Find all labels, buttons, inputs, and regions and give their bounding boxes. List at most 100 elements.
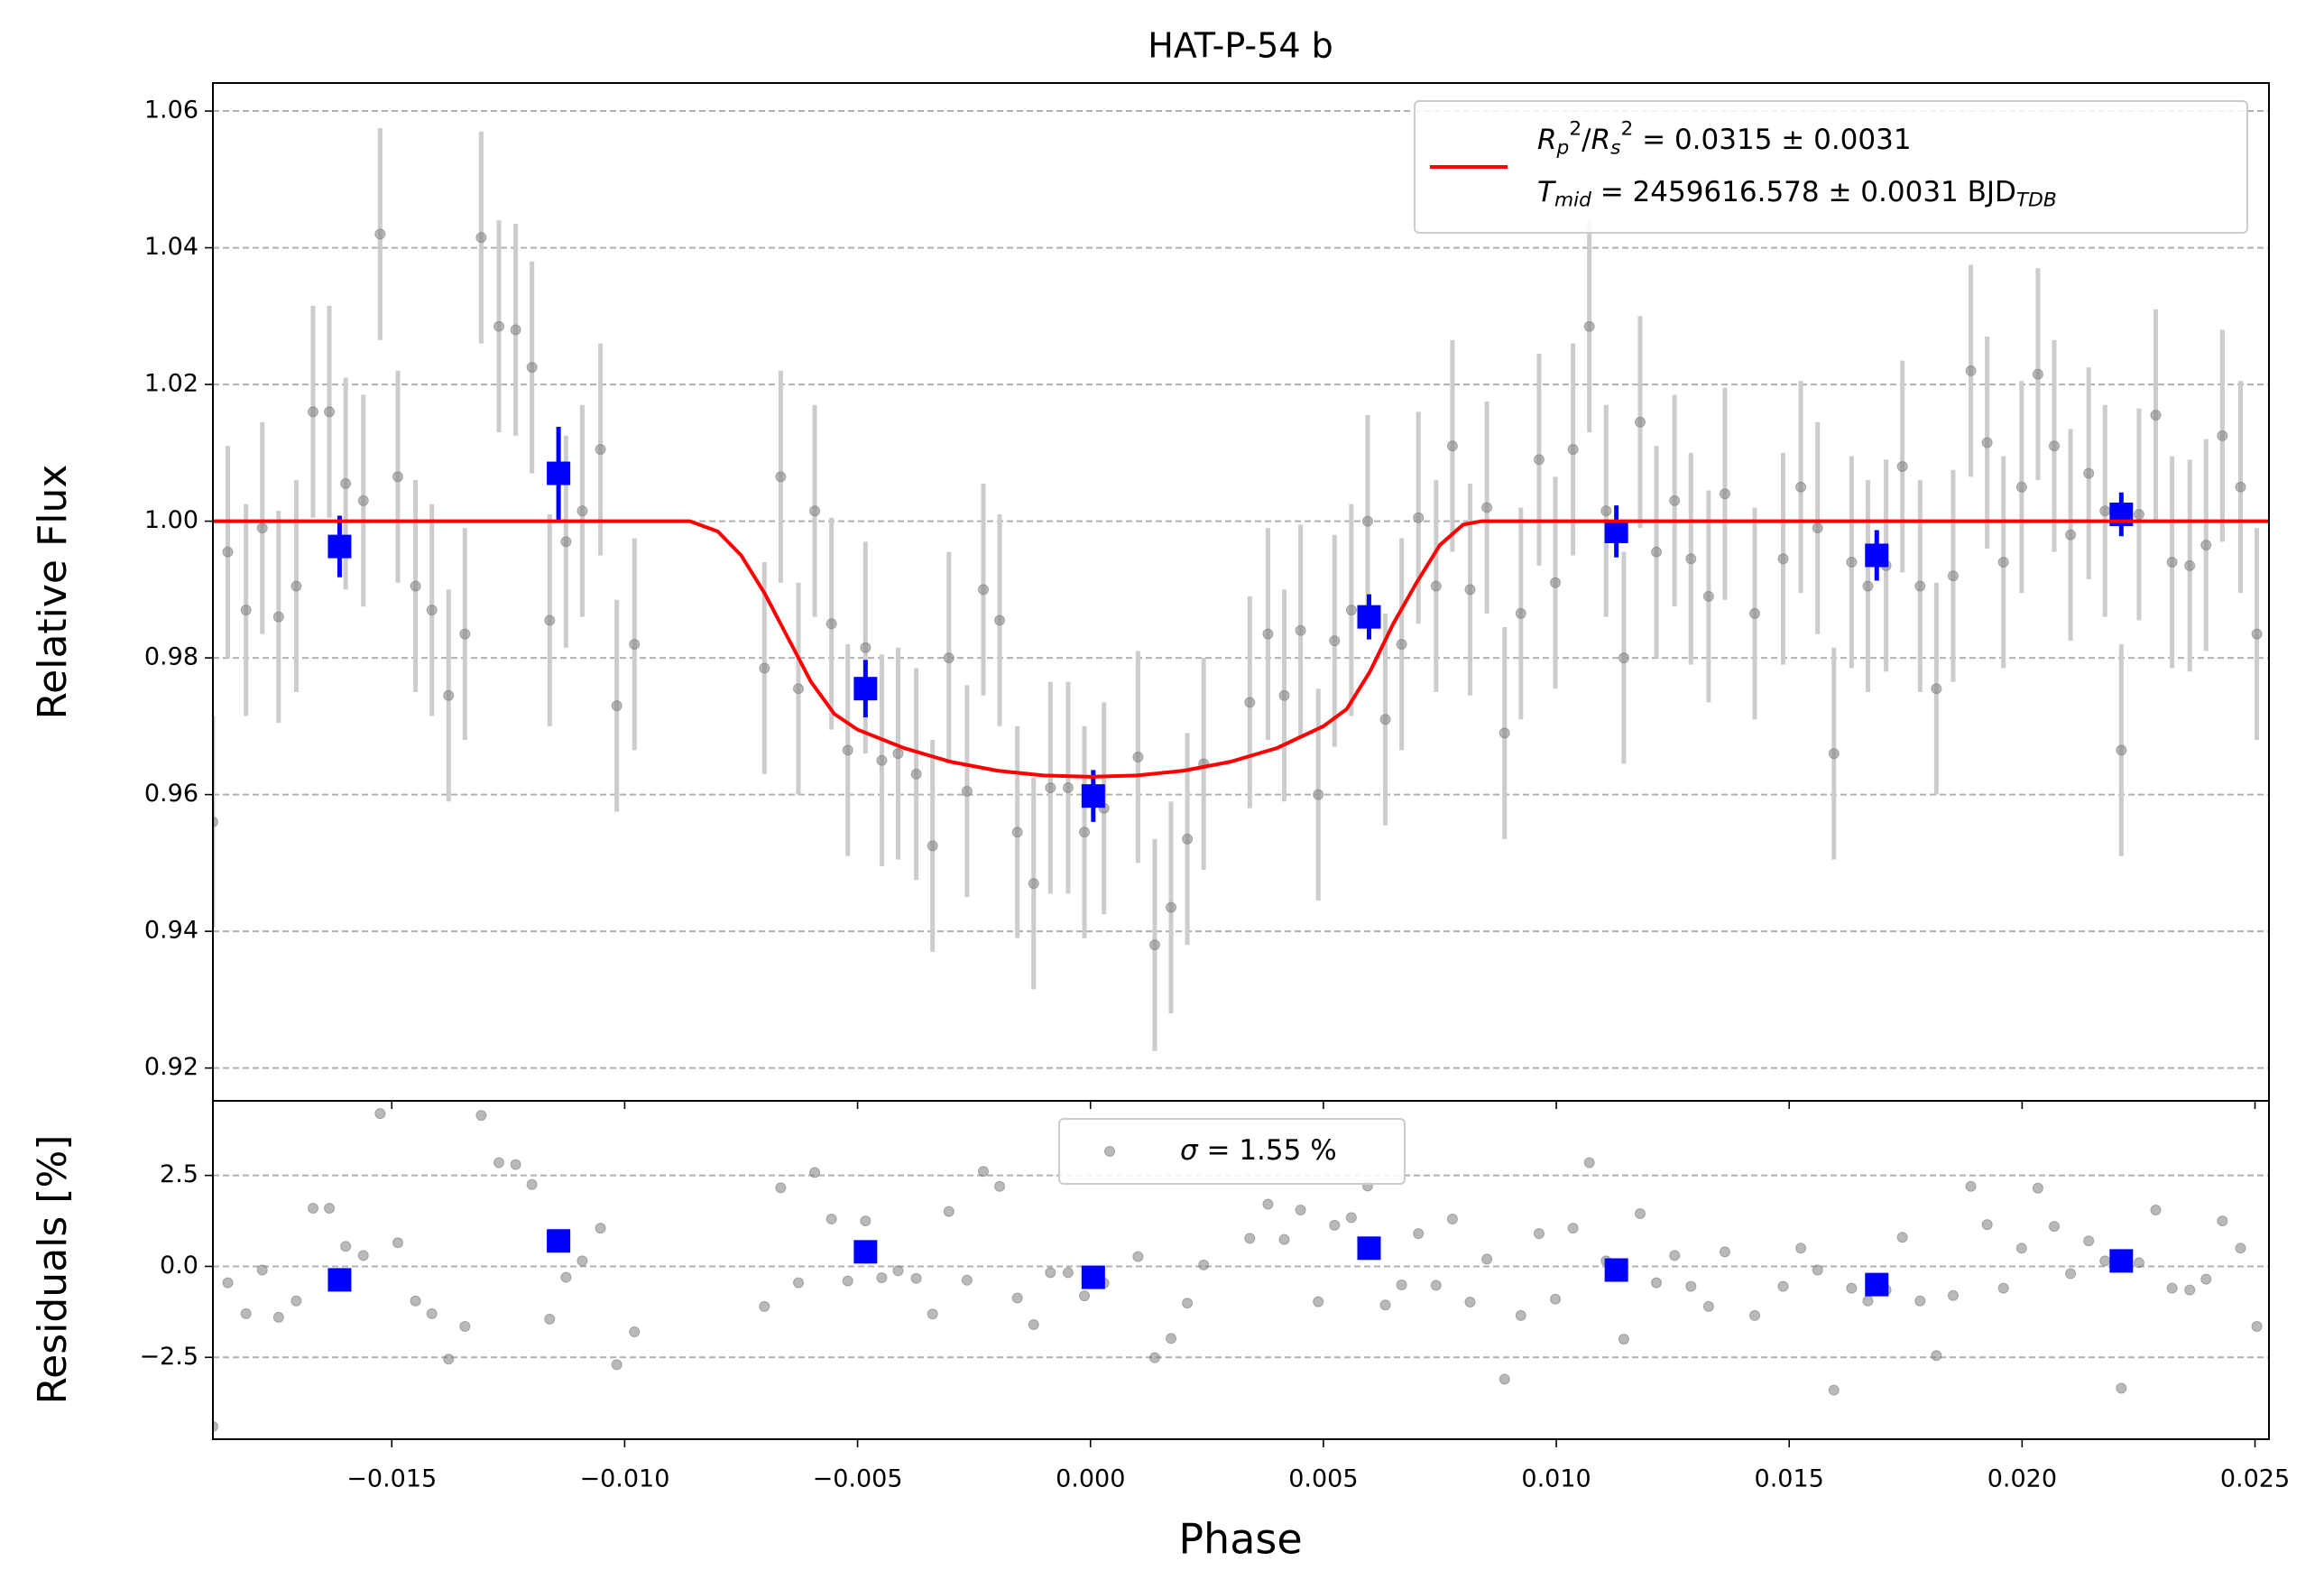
data-point — [2083, 467, 2095, 479]
data-point — [443, 1353, 455, 1365]
data-point — [544, 1313, 556, 1325]
data-point — [1981, 1219, 1993, 1231]
y-tick-label: 0.94 — [144, 917, 198, 945]
data-point — [526, 362, 538, 374]
data-point — [876, 1271, 888, 1283]
binned-point — [1357, 605, 1381, 629]
data-point — [1262, 1198, 1274, 1210]
x-tick-label: 0.005 — [1288, 1465, 1358, 1493]
data-point — [2032, 1182, 2043, 1194]
data-point — [1981, 437, 1993, 448]
x-tick-label: 0.000 — [1056, 1465, 1125, 1493]
data-point — [927, 1308, 938, 1320]
data-point — [2217, 1215, 2228, 1227]
x-tick-label: 0.015 — [1755, 1465, 1824, 1493]
data-point — [1931, 683, 1942, 695]
data-point — [1313, 789, 1324, 800]
data-point — [1329, 635, 1341, 647]
data-point — [526, 1178, 538, 1190]
data-point — [793, 1277, 805, 1289]
data-point — [1795, 1243, 1807, 1254]
model-line — [213, 519, 2269, 779]
legend-box — [1414, 100, 2248, 234]
data-point — [1278, 689, 1290, 701]
data-point — [1481, 1253, 1493, 1265]
data-point — [560, 1271, 572, 1283]
data-point — [1295, 1204, 1306, 1215]
y-tick-label: 0.98 — [144, 643, 198, 671]
data-point — [357, 494, 369, 506]
data-point — [222, 546, 234, 558]
data-point — [1702, 1300, 1714, 1312]
data-point — [2200, 540, 2212, 551]
data-point — [1685, 553, 1697, 565]
data-point — [595, 1223, 606, 1234]
x-tick-label: 0.020 — [1987, 1465, 2057, 1493]
data-point — [977, 1166, 989, 1178]
data-point — [1634, 416, 1646, 428]
y-tick-label: 0.0 — [160, 1252, 198, 1280]
binned-point — [1081, 1265, 1105, 1289]
data-point — [1634, 1208, 1646, 1219]
data-point — [475, 232, 487, 244]
binned-point — [1865, 543, 1889, 568]
binned-point — [853, 1240, 878, 1264]
data-point — [324, 1202, 336, 1214]
data-point — [2116, 1382, 2127, 1394]
data-point — [892, 748, 904, 760]
data-point — [2083, 1235, 2095, 1247]
x-tick-label: 0.010 — [1521, 1465, 1591, 1493]
data-point — [1430, 1280, 1442, 1291]
legend-box — [1058, 1118, 1406, 1185]
data-point — [1965, 365, 1977, 376]
chart-title: HAT-P-54 b — [1148, 26, 1333, 66]
data-point — [1028, 878, 1039, 890]
x-tick-label: −0.010 — [579, 1465, 669, 1493]
data-point — [1148, 939, 1160, 951]
binned-point — [1604, 1258, 1628, 1282]
data-point — [2150, 410, 2162, 421]
data-point — [1011, 1292, 1023, 1304]
data-point — [1533, 454, 1545, 466]
data-point — [943, 1206, 954, 1217]
data-point — [809, 1167, 821, 1178]
data-point — [576, 1255, 588, 1267]
data-point — [1669, 494, 1681, 506]
data-point — [1028, 1318, 1039, 1330]
legend-label: σ = 1.55 % — [1180, 1134, 1337, 1167]
data-point — [308, 1202, 319, 1214]
data-point — [775, 471, 787, 483]
data-point — [1132, 1251, 1144, 1262]
data-point — [1651, 1277, 1663, 1289]
data-point — [1515, 1309, 1526, 1321]
data-point — [876, 754, 888, 766]
binned-point — [1081, 784, 1105, 808]
binned-point — [547, 461, 571, 485]
axes-frame — [212, 1100, 2270, 1440]
data-point — [2235, 1243, 2246, 1254]
data-point — [1345, 1212, 1357, 1224]
data-point — [1550, 577, 1562, 588]
data-point — [475, 1110, 487, 1122]
data-point — [2133, 509, 2144, 521]
data-point — [629, 638, 641, 650]
data-point — [1244, 697, 1256, 708]
data-point — [392, 1237, 403, 1249]
data-point — [510, 1159, 521, 1170]
y-axis-label: Relative Flux — [30, 465, 76, 720]
data-point — [510, 324, 521, 336]
data-point — [1464, 584, 1476, 596]
data-point — [629, 1326, 641, 1338]
data-point — [825, 1214, 837, 1225]
data-point — [544, 614, 556, 626]
data-point — [943, 652, 954, 664]
y-tick-label: 0.92 — [144, 1053, 198, 1081]
data-point — [1379, 714, 1391, 725]
data-point — [1182, 1298, 1194, 1309]
data-point — [1198, 1259, 1210, 1270]
data-point — [1446, 440, 1458, 452]
data-point — [1132, 751, 1144, 762]
data-point — [2235, 481, 2246, 493]
data-point — [2015, 1243, 2027, 1254]
plot-area — [213, 1108, 2263, 1432]
